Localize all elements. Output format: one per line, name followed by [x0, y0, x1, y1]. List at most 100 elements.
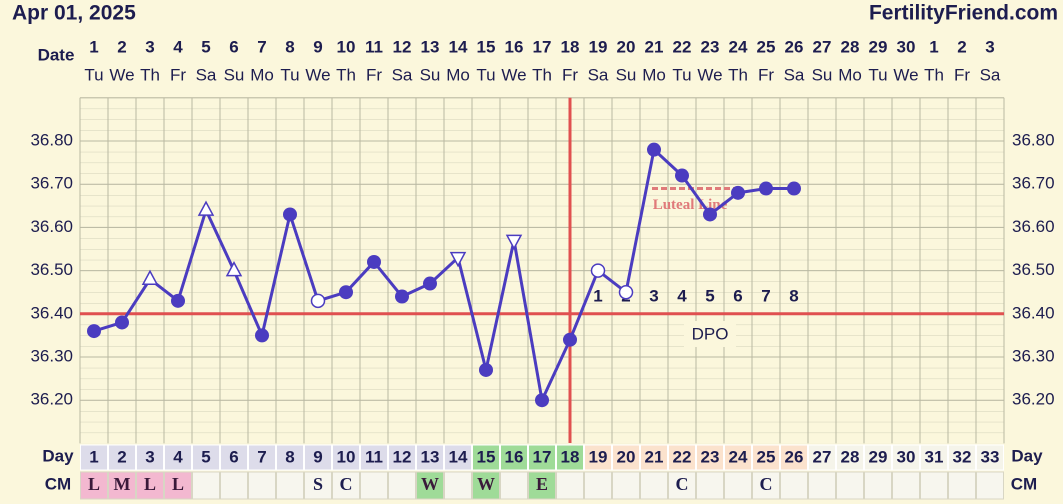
- weekday: Mo: [642, 65, 666, 84]
- y-tick-label: 36.30: [1012, 346, 1055, 365]
- date-number: 29: [869, 37, 888, 56]
- y-tick-label: 36.60: [1012, 217, 1055, 236]
- cm-cell: [724, 471, 752, 500]
- date-number: 26: [785, 37, 804, 56]
- temperature-point: [647, 142, 661, 157]
- cycle-day: 16: [505, 447, 524, 466]
- cycle-day: 2: [117, 447, 126, 466]
- y-tick-label: 36.50: [1012, 260, 1055, 279]
- cm-cell: [332, 471, 360, 500]
- date-number: 20: [617, 37, 636, 56]
- temperature-point: [731, 185, 745, 200]
- temperature-point: [590, 263, 606, 278]
- day-cell: [556, 444, 584, 471]
- day-cell: [612, 444, 640, 471]
- weekday: We: [501, 65, 526, 84]
- cm-cell: [192, 471, 220, 500]
- cycle-day: 24: [729, 447, 748, 466]
- temperature-point: [423, 276, 437, 291]
- y-tick-label: 36.30: [30, 346, 73, 365]
- weekday: We: [893, 65, 918, 84]
- day-cell: [304, 444, 332, 471]
- temperature-point: [675, 168, 689, 183]
- temperature-point: [283, 207, 297, 222]
- temperature-point: [225, 261, 243, 277]
- cycle-day: 14: [449, 447, 468, 466]
- cm-cell: [388, 471, 416, 500]
- date-number: 24: [729, 37, 748, 56]
- cm-cell: [752, 471, 780, 500]
- cycle-day: 11: [365, 447, 383, 466]
- weekday: Su: [616, 65, 637, 84]
- day-cell: [752, 444, 780, 471]
- day-cell: [416, 444, 444, 471]
- day-cell: [192, 444, 220, 471]
- cm-cell: [276, 471, 304, 500]
- weekday: Tu: [84, 65, 103, 84]
- cycle-day: 17: [533, 447, 552, 466]
- dpo-number: 3: [649, 286, 658, 305]
- day-cell: [472, 444, 500, 471]
- cycle-day: 9: [313, 447, 322, 466]
- cycle-day: 33: [981, 447, 1000, 466]
- day-cell: [724, 444, 752, 471]
- cm-cell: [612, 471, 640, 500]
- dpo-label: DPO: [692, 324, 729, 343]
- y-tick-label: 36.20: [1012, 390, 1055, 409]
- cm-code: S: [313, 474, 323, 494]
- day-cell: [360, 444, 388, 471]
- y-tick-label: 36.70: [1012, 174, 1055, 193]
- cycle-day: 32: [953, 447, 972, 466]
- day-cell: [836, 444, 864, 471]
- dpo-box: [684, 321, 736, 347]
- cycle-day: 3: [145, 447, 154, 466]
- chart-title: Apr 01, 2025: [12, 2, 136, 25]
- cm-cell: [808, 471, 836, 500]
- cm-code: E: [536, 474, 548, 494]
- cm-cell: [668, 471, 696, 500]
- day-cell: [584, 444, 612, 471]
- temperature-point: [197, 200, 215, 216]
- weekday: Mo: [250, 65, 274, 84]
- temperature-point: [141, 269, 159, 285]
- temperature-point: [479, 362, 493, 377]
- day-cell: [640, 444, 668, 471]
- cm-cell: [780, 471, 808, 500]
- cm-label: CM: [45, 474, 71, 493]
- y-tick-label: 36.80: [1012, 130, 1055, 149]
- day-cell: [528, 444, 556, 471]
- cycle-day: 19: [589, 447, 608, 466]
- temperature-point: [703, 207, 717, 222]
- weekday: Su: [812, 65, 833, 84]
- weekday: Su: [224, 65, 245, 84]
- cycle-day: 6: [229, 447, 238, 466]
- date-number: 2: [957, 37, 966, 56]
- cm-cell: [108, 471, 136, 500]
- date-number: 3: [985, 37, 994, 56]
- dpo-number: 8: [789, 286, 798, 305]
- dpo-number: 7: [761, 286, 770, 305]
- weekday: Sa: [392, 65, 413, 84]
- day-cell: [388, 444, 416, 471]
- day-cell: [696, 444, 724, 471]
- day-cell: [220, 444, 248, 471]
- cm-code: C: [340, 474, 353, 494]
- cm-cell: [416, 471, 444, 500]
- weekday: Mo: [838, 65, 862, 84]
- temperature-point: [115, 315, 129, 330]
- cycle-day: 22: [673, 447, 692, 466]
- cm-code: C: [760, 474, 773, 494]
- date-number: 19: [589, 37, 608, 56]
- day-cell: [920, 444, 948, 471]
- weekday: Fr: [562, 65, 578, 84]
- date-label: Date: [38, 45, 75, 64]
- cm-code: L: [172, 474, 184, 494]
- cm-code: L: [144, 474, 156, 494]
- cm-code: W: [477, 474, 495, 494]
- cycle-day: 15: [477, 447, 496, 466]
- weekday: Fr: [366, 65, 382, 84]
- temperature-point: [87, 324, 101, 339]
- temperature-point: [618, 284, 634, 300]
- weekday: Th: [532, 65, 552, 84]
- cycle-day: 18: [561, 447, 580, 466]
